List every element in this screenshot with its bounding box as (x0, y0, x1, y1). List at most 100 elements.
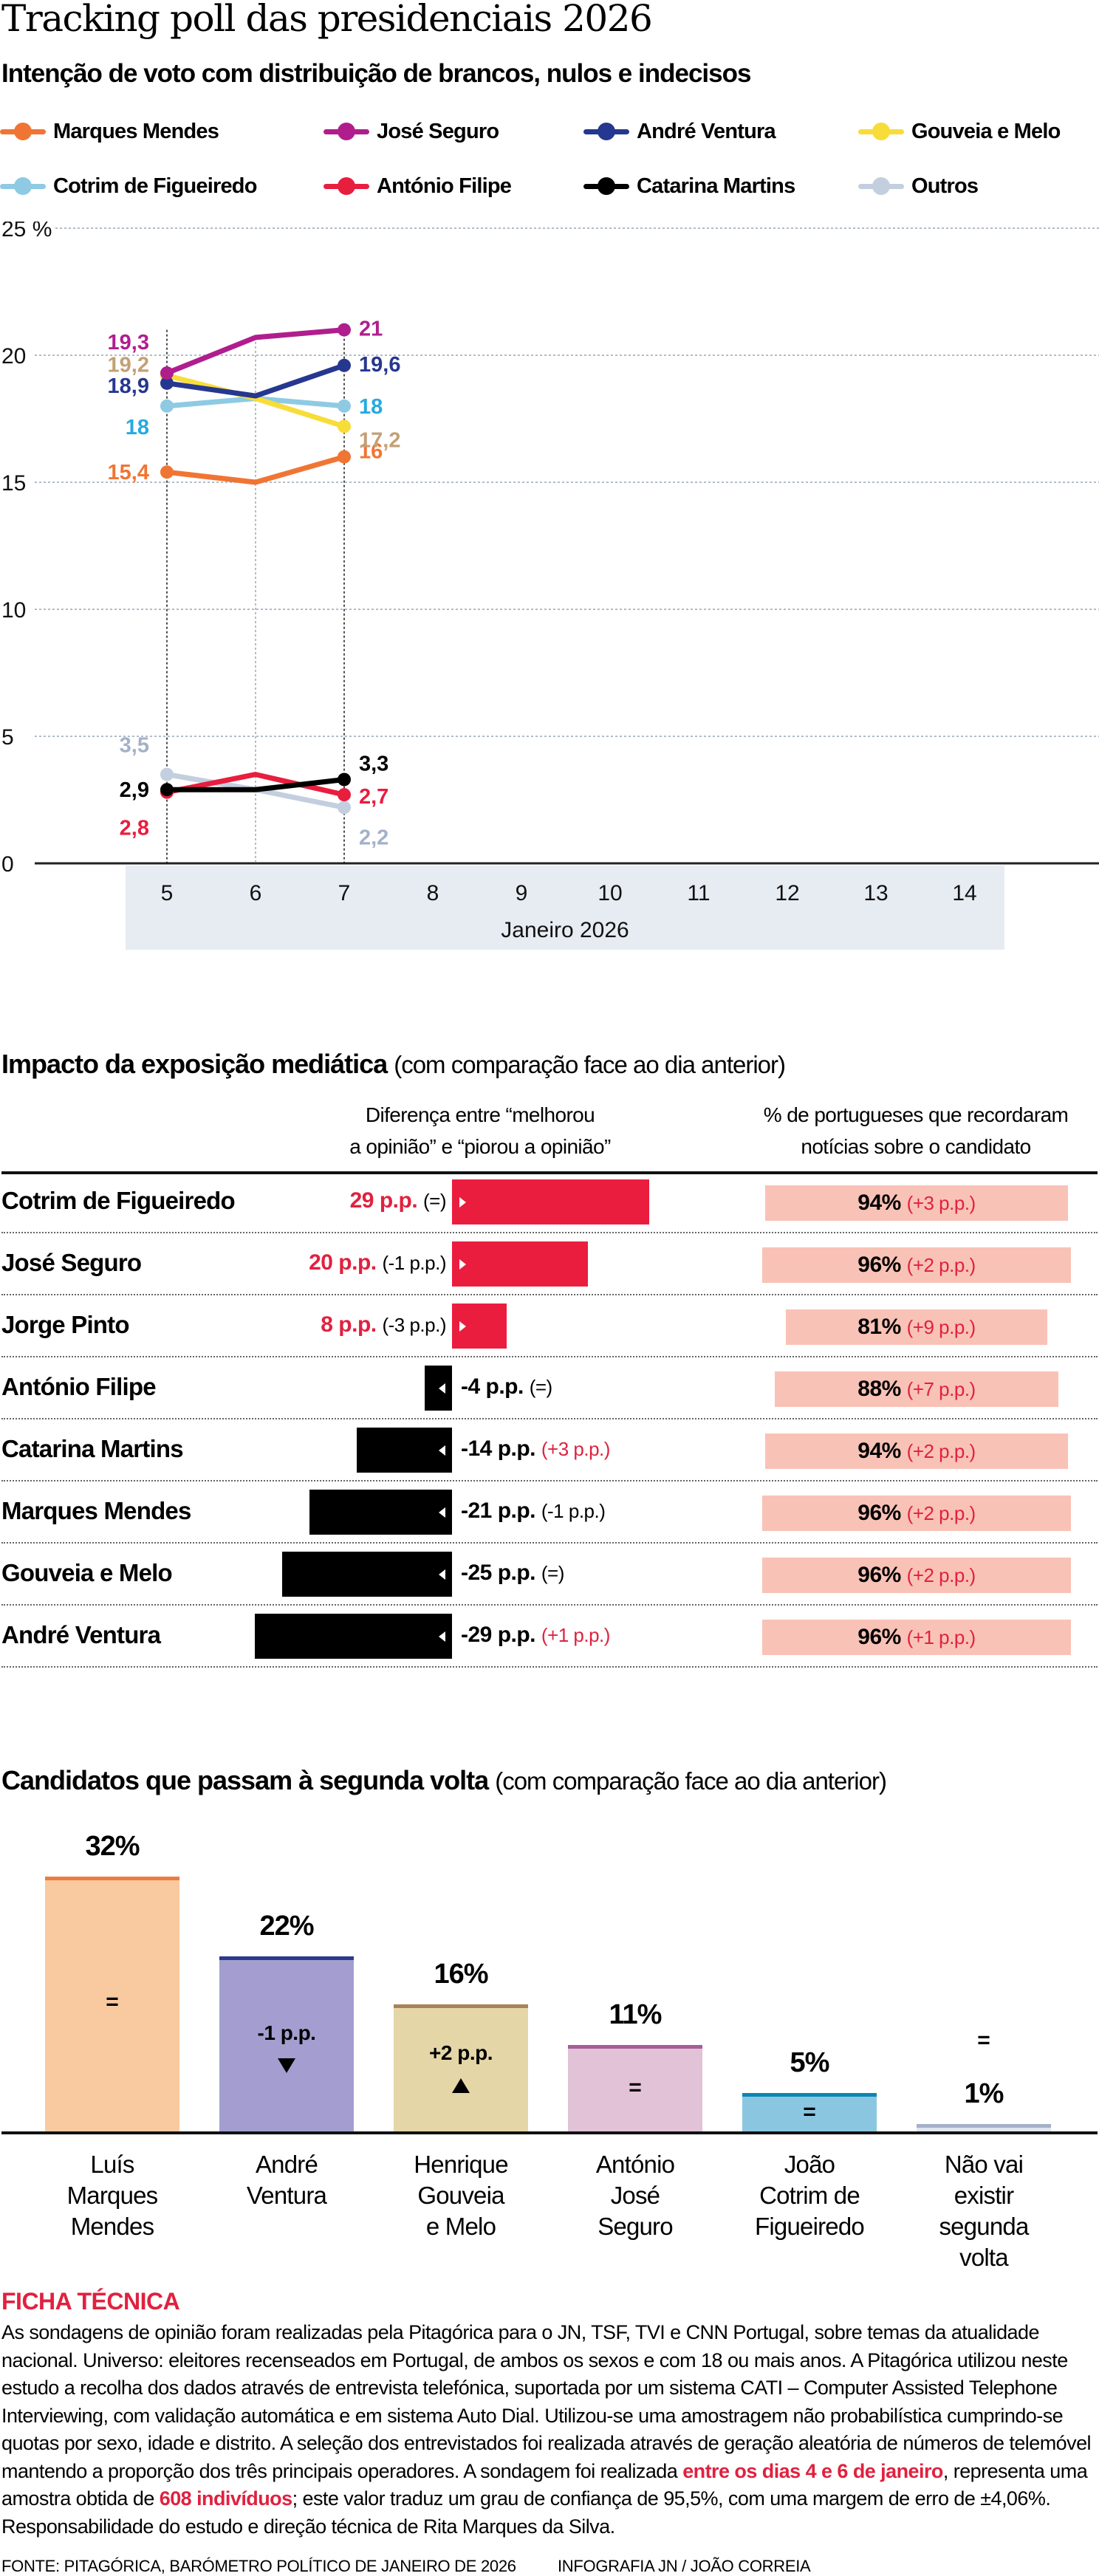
x-tick-label: 12 (775, 881, 799, 905)
category-label-line: volta (959, 2244, 1009, 2271)
triangle-down-icon (278, 2058, 295, 2074)
legend-item-marques-mendes: Marques Mendes (0, 117, 219, 146)
y-tick-label: 20 (1, 344, 26, 369)
data-label-end: 18 (359, 395, 383, 419)
legend-marker-icon (858, 120, 904, 143)
data-label-end: 19,6 (359, 353, 400, 377)
diff-bar-positive (452, 1241, 588, 1287)
data-point (338, 358, 351, 372)
data-label-start: 2,8 (120, 817, 149, 840)
bar-value-label: 11% (609, 1998, 663, 2030)
legend-marker-icon (323, 175, 369, 197)
legend-marker-icon (858, 175, 904, 197)
data-point (338, 323, 351, 337)
y-tick-label: 25 % (1, 222, 52, 242)
diff-value: -4 p.p. (=) (461, 1374, 552, 1399)
data-label-start: 15,4 (108, 461, 149, 484)
series-line-jos-seguro (164, 327, 347, 376)
recall-box: 88% (+7 p.p.) (775, 1371, 1058, 1407)
y-tick-label: 15 (1, 471, 26, 496)
ficha-tecnica-title: FICHA TÉCNICA (1, 2288, 180, 2315)
x-tick-label: 6 (250, 881, 262, 905)
change-equal-icon: = (803, 2099, 816, 2124)
category-label-line: Seguro (598, 2213, 673, 2240)
second-round-bar (568, 2044, 702, 2133)
candidate-name: António Filipe (1, 1373, 157, 1400)
recall-box: 94% (+2 p.p.) (765, 1433, 1068, 1469)
diff-bar-negative (357, 1428, 452, 1473)
arrow-right-icon (459, 1197, 466, 1208)
media-impact-title-note: (com comparação face ao dia anterior) (394, 1051, 786, 1078)
second-round-bar (917, 2124, 1051, 2133)
page-title: Tracking poll das presidenciais 2026 (1, 0, 653, 40)
row-separator (1, 1604, 1098, 1606)
change-label: -1 p.p. (257, 2021, 316, 2045)
diff-bar-negative (309, 1490, 452, 1535)
category-label-line: segunda (939, 2213, 1029, 2240)
y-tick-label: 5 (1, 725, 14, 750)
candidate-name: José Seguro (1, 1249, 142, 1276)
row-separator (1, 1356, 1098, 1357)
legend-label: Marques Mendes (53, 119, 219, 143)
legend-item-gouveia-e-melo: Gouveia e Melo (858, 117, 1061, 146)
data-label-start: 2,9 (120, 778, 149, 802)
bar-top-cap (45, 1876, 179, 1880)
second-round-bar (45, 1876, 179, 2133)
category-label-line: Cotrim de (759, 2182, 860, 2209)
diff-bar-negative (282, 1552, 452, 1597)
diff-value: -21 p.p. (-1 p.p.) (461, 1498, 606, 1523)
category-label: Henrique Gouveia e Melo (374, 2149, 548, 2242)
x-axis-band (126, 866, 1004, 950)
second-round-title: Candidatos que passam à segunda volta (c… (1, 1765, 887, 1796)
line-chart: 0 5 10 15 20 25 % 5 6 7 8 9 10 11 12 13 14 Janeiro 2026… (1, 222, 1099, 950)
data-label-start: 18,9 (108, 374, 149, 398)
candidate-name: Catarina Martins (1, 1435, 184, 1462)
x-tick-label: 13 (863, 881, 888, 905)
diff-value: 20 p.p. (-1 p.p.) (309, 1250, 446, 1275)
x-tick-labels: 5 6 7 8 9 10 11 12 13 14 Janeiro 2026 (161, 881, 977, 942)
ficha-highlight-dates: entre os dias 4 e 6 de janeiro (682, 2459, 943, 2482)
row-separator (1, 1294, 1098, 1295)
category-label: Não vai existir segunda volta (897, 2149, 1071, 2273)
legend-item-cotrim-de-figueiredo: Cotrim de Figueiredo (0, 171, 257, 201)
y-tick-label: 0 (1, 852, 14, 877)
x-tick-label: 14 (952, 881, 976, 905)
category-label-line: Figueiredo (755, 2213, 865, 2240)
legend-label: André Ventura (637, 119, 776, 143)
recall-box: 96% (+1 p.p.) (761, 1620, 1072, 1655)
y-tick-label: 10 (1, 598, 26, 623)
recall-box: 94% (+3 p.p.) (765, 1185, 1068, 1221)
category-label: João Cotrim de Figueiredo (722, 2149, 897, 2242)
row-separator (1, 1232, 1098, 1233)
column-header-diff: Diferença entre “melhorou a opinião” e “… (310, 1099, 650, 1162)
category-label-line: João (784, 2151, 835, 2178)
bar-value-label: 16% (434, 1959, 488, 1990)
category-label-line: Mendes (70, 2213, 154, 2240)
series-lines (164, 327, 347, 810)
series-line-marques-mendes (164, 454, 347, 485)
legend-item-antonio-filipe: António Filipe (323, 171, 512, 201)
diff-value: -25 p.p. (=) (461, 1561, 564, 1585)
arrow-left-icon (439, 1569, 445, 1580)
data-point (338, 773, 351, 787)
recall-box: 96% (+2 p.p.) (761, 1496, 1072, 1531)
category-label: André Ventura (199, 2149, 374, 2211)
x-tick-label: 11 (687, 881, 710, 905)
bar-value-label: 1% (964, 2078, 1004, 2109)
data-point (160, 376, 174, 390)
data-point (338, 450, 351, 464)
candidate-name: Cotrim de Figueiredo (1, 1187, 236, 1214)
data-label-start: 19,3 (108, 331, 149, 354)
arrow-right-icon (459, 1259, 466, 1270)
arrow-left-icon (439, 1383, 445, 1394)
column-header-diff-line2: a opinião” e “piorou a opinião” (349, 1135, 611, 1158)
series-line-catarina-martins (164, 776, 347, 792)
bar-top-cap (742, 2092, 877, 2097)
data-label-start: 3,5 (120, 734, 149, 758)
diff-value: -14 p.p. (+3 p.p.) (461, 1436, 610, 1461)
bar-value-label: 22% (259, 1911, 314, 1942)
data-label-end: 2,7 (359, 785, 388, 809)
arrow-right-icon (459, 1321, 466, 1332)
legend-label: Outros (911, 174, 979, 198)
data-point (160, 465, 174, 479)
